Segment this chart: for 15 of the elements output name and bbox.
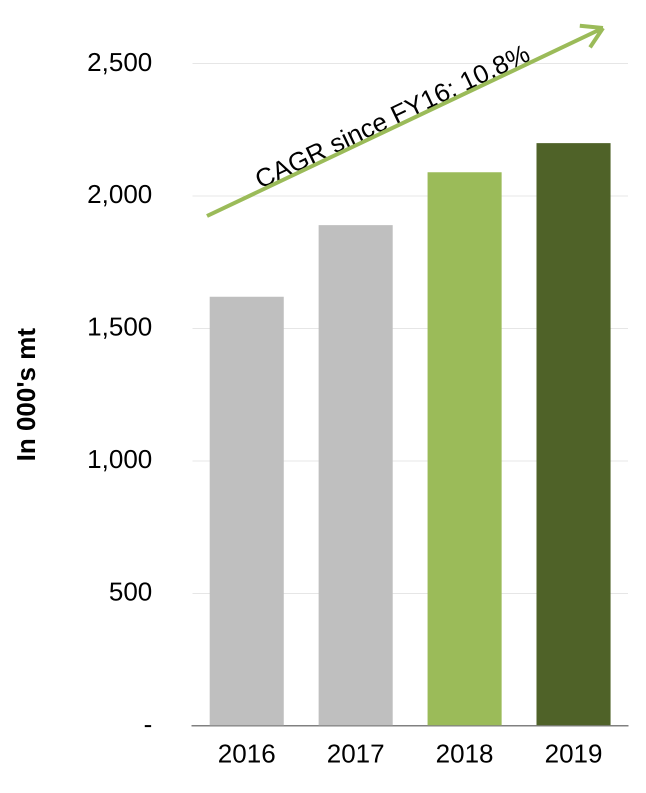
y-tick-label: 1,500 — [87, 312, 152, 342]
y-axis-title: In 000's mt — [10, 328, 41, 462]
bar — [536, 143, 611, 726]
bar — [210, 296, 284, 726]
x-tick-label: 2016 — [218, 738, 276, 769]
bar — [428, 172, 502, 726]
y-tick-label: - — [144, 708, 152, 739]
y-tick-label: 500 — [108, 576, 152, 607]
y-tick-label: 1,000 — [87, 444, 152, 474]
x-tick-label: 2018 — [436, 738, 494, 769]
y-tick-label: 2,500 — [87, 46, 152, 77]
bar — [318, 225, 393, 726]
x-tick-label: 2017 — [326, 738, 385, 769]
x-tick-label: 2019 — [544, 738, 602, 769]
y-tick-label: 2,000 — [87, 179, 152, 210]
